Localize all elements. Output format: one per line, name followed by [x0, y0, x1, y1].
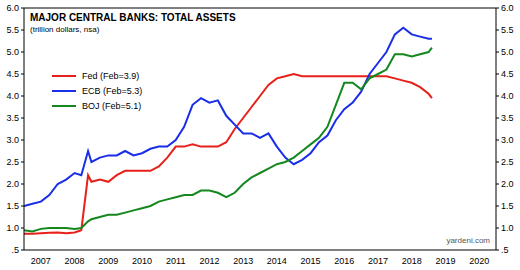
svg-text:2015: 2015: [301, 256, 321, 266]
svg-text:2010: 2010: [132, 256, 152, 266]
svg-text:6.0: 6.0: [8, 3, 19, 13]
html-text:MAJOR CENTRAL BANKS: TOTAL ASS: MAJOR CENTRAL BANKS: TOTAL ASSETS: [30, 12, 236, 23]
svg-text:4.0: 4.0: [8, 91, 19, 101]
svg-text:2.0: 2.0: [8, 179, 19, 189]
svg-text:.5: .5: [501, 245, 509, 255]
svg-text:5.0: 5.0: [501, 47, 512, 57]
svg-text:2008: 2008: [65, 256, 85, 266]
svg-text:1.5: 1.5: [8, 201, 19, 211]
svg-text:5.5: 5.5: [8, 25, 19, 35]
svg-text:.5: .5: [11, 245, 19, 255]
svg-text:2012: 2012: [199, 256, 219, 266]
svg-text:2009: 2009: [98, 256, 118, 266]
svg-text:2016: 2016: [334, 256, 354, 266]
svg-text:2013: 2013: [233, 256, 253, 266]
svg-text:1.0: 1.0: [8, 223, 19, 233]
svg-text:1.0: 1.0: [501, 223, 512, 233]
svg-text:5.5: 5.5: [501, 25, 512, 35]
svg-text:2.5: 2.5: [8, 157, 19, 167]
svg-text:2020: 2020: [469, 256, 489, 266]
svg-text:3.5: 3.5: [501, 113, 512, 123]
svg-text:3.0: 3.0: [8, 135, 19, 145]
html-text:BOJ (Feb=5.1): BOJ (Feb=5.1): [82, 100, 142, 111]
svg-text:2019: 2019: [435, 256, 455, 266]
svg-text:2.0: 2.0: [501, 179, 512, 189]
html-text:ECB (Feb=5.3): ECB (Feb=5.3): [82, 85, 143, 96]
html-text:Fed (Feb=3.9): Fed (Feb=3.9): [82, 70, 140, 81]
svg-text:4.5: 4.5: [8, 69, 19, 79]
svg-text:2014: 2014: [267, 256, 287, 266]
svg-text:3.5: 3.5: [8, 113, 19, 123]
svg-text:4.5: 4.5: [501, 69, 512, 79]
svg-text:1.5: 1.5: [501, 201, 512, 211]
svg-text:3.0: 3.0: [501, 135, 512, 145]
html-text:yardeni.com: yardeni.com: [446, 236, 490, 245]
svg-text:2017: 2017: [368, 256, 388, 266]
svg-text:5.0: 5.0: [8, 47, 19, 57]
svg-text:2007: 2007: [31, 256, 51, 266]
svg-text:2011: 2011: [166, 256, 185, 266]
svg-text:2.5: 2.5: [501, 157, 512, 167]
svg-text:4.0: 4.0: [501, 91, 512, 101]
html-text:(trillion dollars, nsa): (trillion dollars, nsa): [30, 25, 100, 34]
svg-text:6.0: 6.0: [501, 3, 512, 13]
svg-text:2018: 2018: [402, 256, 422, 266]
